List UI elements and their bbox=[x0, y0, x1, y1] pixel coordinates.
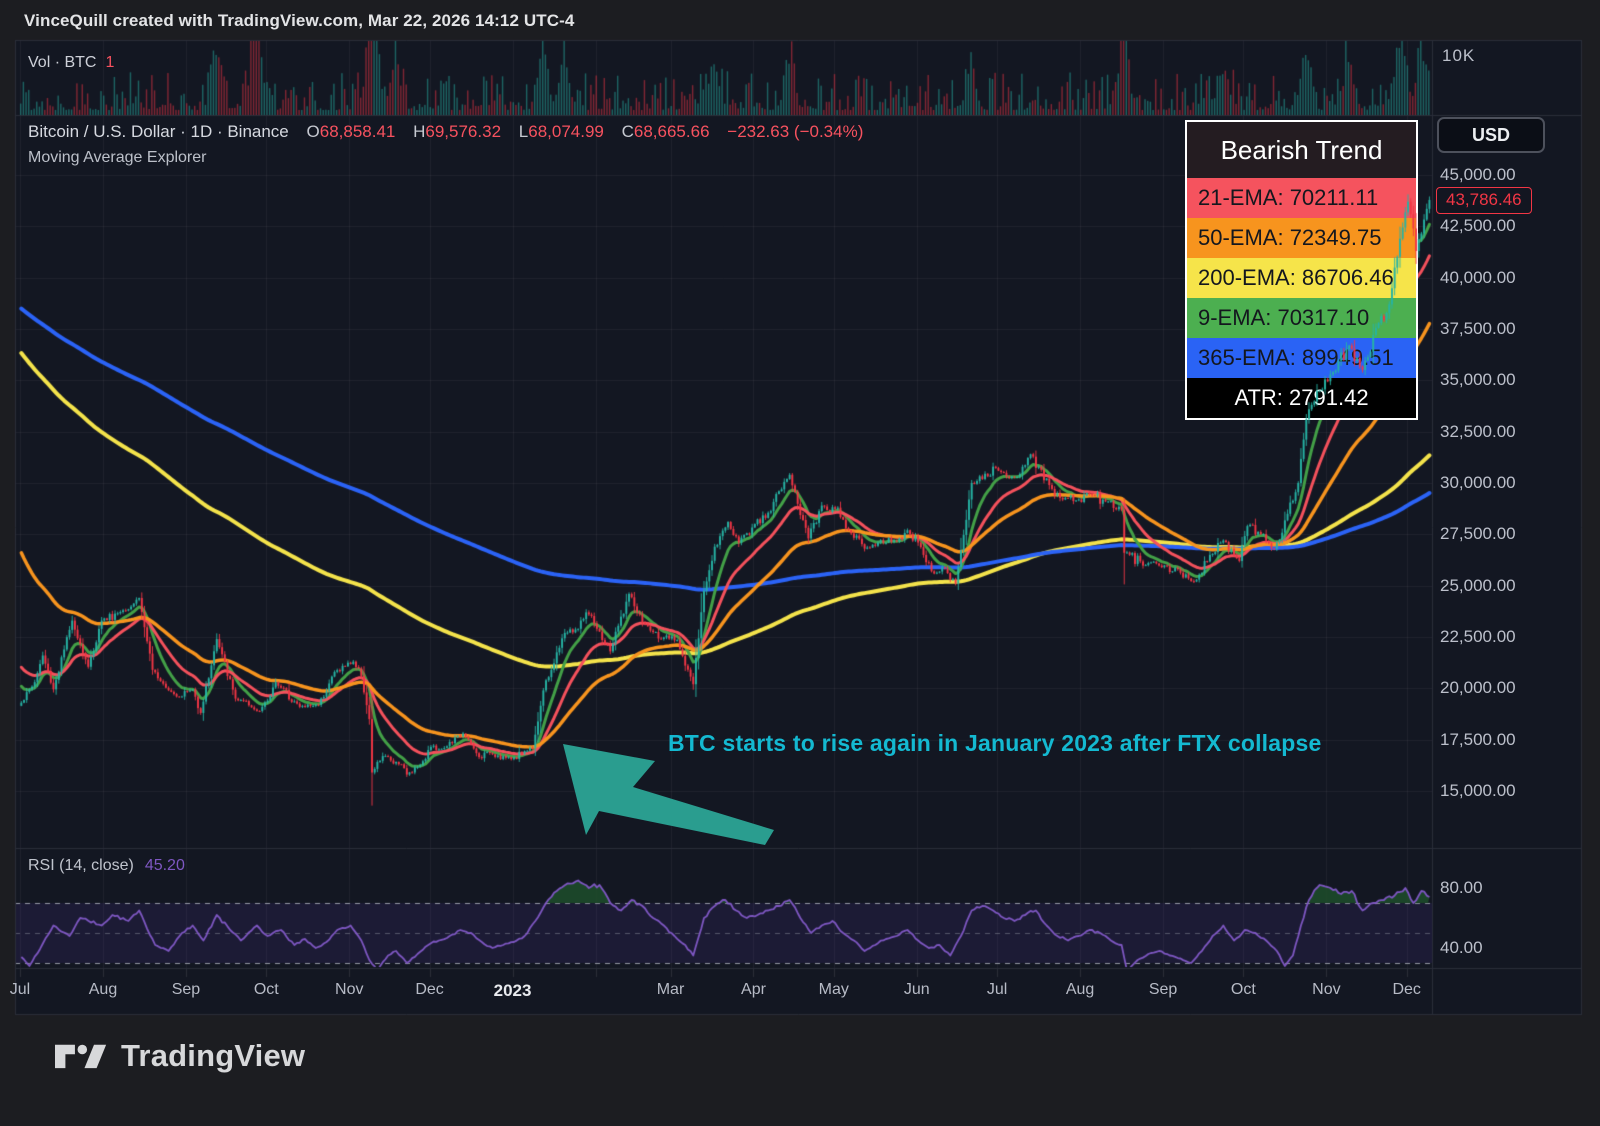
time-axis-label-jul: Jul bbox=[9, 981, 31, 998]
time-axis-label-2023: 2023 bbox=[493, 981, 532, 1000]
time-axis-label-dec: Dec bbox=[1392, 981, 1421, 998]
time-axis-label-sep: Sep bbox=[171, 981, 201, 998]
price-axis-tick: 25,000.00 bbox=[1440, 575, 1516, 595]
time-axis-label-nov: Nov bbox=[1312, 981, 1341, 998]
change-value: −232.63 (−0.34%) bbox=[727, 122, 864, 141]
symbol-legend[interactable]: Bitcoin / U.S. Dollar · 1D · Binance O68… bbox=[28, 122, 863, 142]
time-axis-label-oct: Oct bbox=[253, 981, 279, 998]
time-axis-label-nov: Nov bbox=[335, 981, 364, 998]
chart-attribution: VinceQuill created with TradingView.com,… bbox=[24, 11, 575, 30]
price-axis-tick: 15,000.00 bbox=[1440, 781, 1516, 800]
rsi-label: RSI (14, close) bbox=[28, 857, 134, 874]
rsi-value: 45.20 bbox=[144, 857, 185, 874]
time-axis-label-sep: Sep bbox=[1148, 981, 1178, 998]
high-label: H bbox=[413, 122, 426, 141]
price-axis-tick: 37,500.00 bbox=[1440, 319, 1516, 338]
time-axis-label-jul: Jul bbox=[986, 981, 1008, 998]
time-axis-label-aug: Aug bbox=[88, 981, 118, 998]
time-axis-label-apr: Apr bbox=[741, 981, 766, 998]
price-axis-tick: 17,500.00 bbox=[1440, 729, 1516, 749]
open-label: O bbox=[306, 122, 320, 141]
time-axis-label-oct: Oct bbox=[1230, 981, 1256, 998]
volume-axis-tick: 10K bbox=[1442, 46, 1476, 65]
price-axis-tick: 32,500.00 bbox=[1440, 421, 1516, 441]
tradingview-mark-icon bbox=[55, 1044, 107, 1069]
symbol-title: Bitcoin / U.S. Dollar · 1D · Binance bbox=[28, 122, 289, 141]
last-price-tag: 43,786.46 bbox=[1436, 187, 1532, 214]
tradingview-logo[interactable]: TradingView bbox=[55, 1036, 305, 1076]
time-axis-label-may: May bbox=[818, 981, 849, 998]
close-label: C bbox=[621, 122, 634, 141]
price-axis-tick: 42,500.00 bbox=[1440, 216, 1516, 236]
price-axis-tick: 40,000.00 bbox=[1440, 267, 1516, 287]
close-value: 68,665.66 bbox=[633, 122, 710, 141]
time-axis-label-aug: Aug bbox=[1065, 981, 1095, 998]
low-value: 68,074.99 bbox=[528, 122, 604, 141]
tradingview-brand-text: TradingView bbox=[121, 1038, 306, 1073]
rsi-axis-tick: 40.00 bbox=[1440, 938, 1483, 957]
price-axis-tick: 20,000.00 bbox=[1440, 678, 1516, 698]
low-label: L bbox=[518, 122, 529, 141]
price-axis-tick: 22,500.00 bbox=[1440, 627, 1516, 646]
open-value: 68,858.41 bbox=[319, 122, 396, 141]
time-axis-label-mar: Mar bbox=[656, 981, 685, 998]
indicator-name[interactable]: Moving Average Explorer bbox=[28, 149, 207, 166]
currency-toggle-button[interactable]: USD bbox=[1437, 117, 1545, 153]
volume-pane-legend[interactable]: Vol · BTC 1 bbox=[28, 54, 114, 72]
volume-label: Vol · BTC bbox=[28, 54, 97, 71]
price-axis-tick: 27,500.00 bbox=[1440, 524, 1516, 544]
chart-annotation-text: BTC starts to rise again in January 2023… bbox=[668, 730, 1322, 756]
high-value: 69,576.32 bbox=[425, 122, 502, 141]
rsi-legend[interactable]: RSI (14, close) 45.20 bbox=[28, 857, 185, 875]
price-axis-tick: 35,000.00 bbox=[1440, 370, 1516, 390]
price-axis-tick: 45,000.00 bbox=[1440, 165, 1516, 184]
time-axis-label-jun: Jun bbox=[903, 981, 930, 998]
price-axis-tick: 30,000.00 bbox=[1440, 473, 1516, 492]
rsi-axis-tick: 80.00 bbox=[1440, 878, 1483, 897]
volume-value: 1 bbox=[105, 54, 115, 71]
time-axis-label-dec: Dec bbox=[415, 981, 444, 998]
